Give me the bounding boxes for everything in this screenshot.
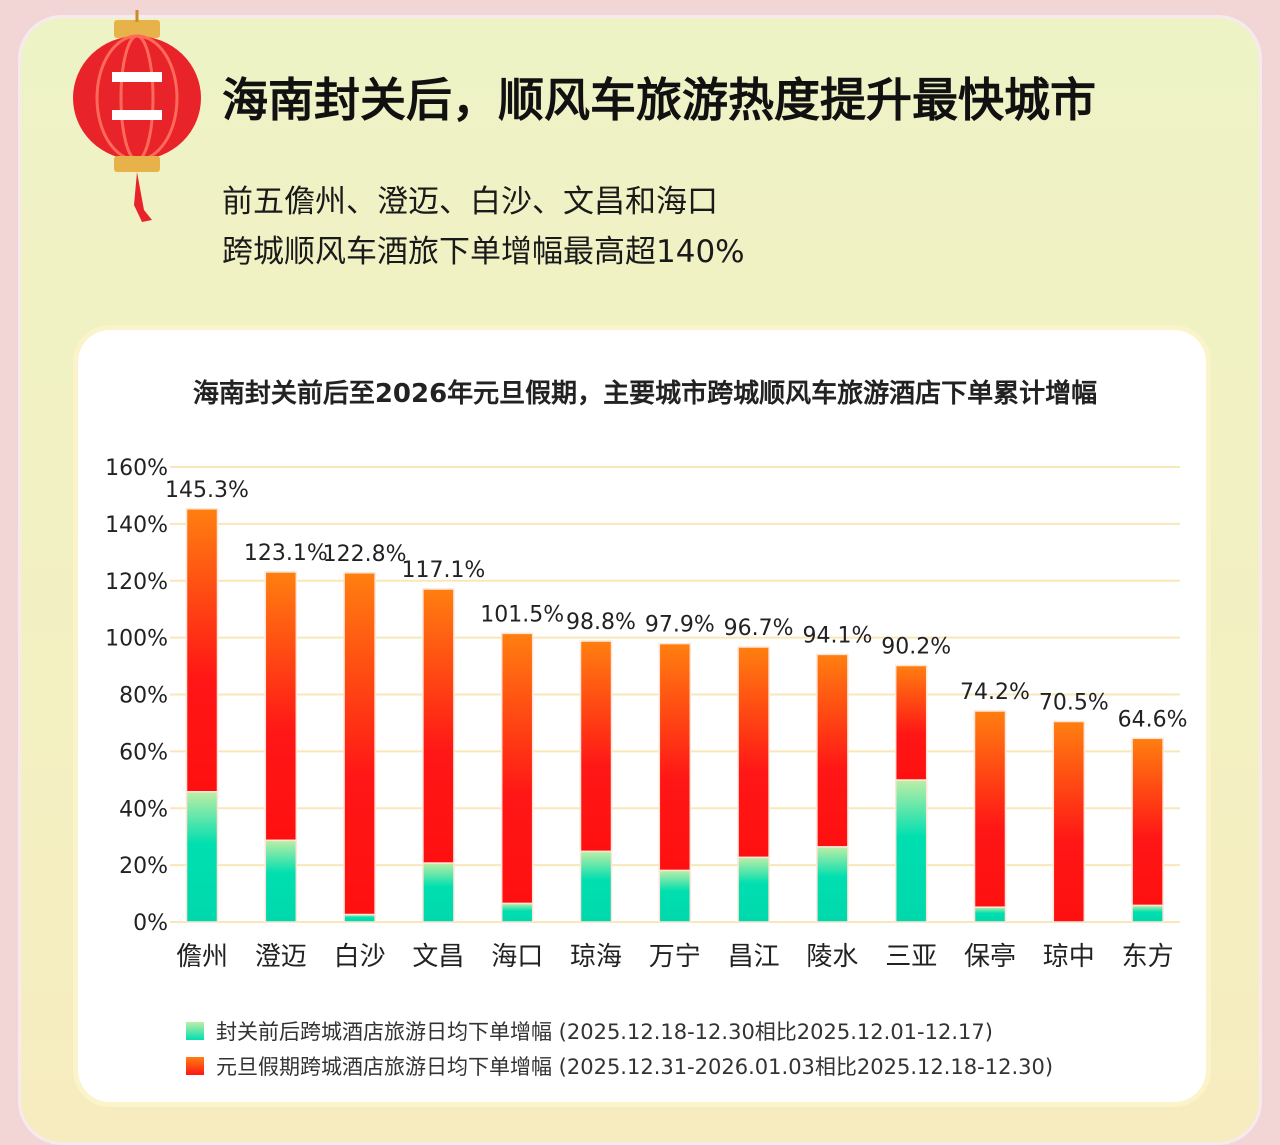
bar-segment-pre-closure: [264, 839, 298, 923]
bar-segment-new-year: [264, 571, 298, 842]
x-tick-label: 东方: [1122, 942, 1174, 972]
bar-segment-new-year: [737, 646, 770, 859]
bar-segment-pre-closure: [894, 779, 928, 923]
bar-segment-new-year: [579, 640, 613, 853]
y-tick-label: 120%: [105, 570, 168, 595]
x-tick-label: 琼海: [570, 942, 622, 972]
x-tick-label: 白沙: [334, 942, 386, 972]
bar-segment-pre-closure: [579, 850, 613, 923]
data-label: 64.6%: [1118, 707, 1188, 732]
x-tick-label: 文昌: [412, 942, 464, 972]
legend-swatch-red: [186, 1057, 204, 1075]
data-label: 145.3%: [165, 478, 249, 503]
bar-segment-new-year: [973, 710, 1007, 908]
x-tick-label: 儋州: [176, 942, 228, 972]
x-tick-label: 陵水: [806, 942, 858, 972]
bar-segment-new-year: [816, 653, 849, 848]
subtitle-line-1: 前五儋州、澄迈、白沙、文昌和海口: [222, 184, 718, 220]
chart-title: 海南封关前后至2026年元旦假期，主要城市跨城顺风车旅游酒店下单累计增幅: [192, 379, 1098, 409]
x-tick-label: 三亚: [885, 942, 937, 972]
bar-segment-new-year: [658, 642, 692, 872]
legend-label: 元旦假期跨城酒店旅游日均下单增幅 (2025.12.31-2026.01.03相…: [216, 1055, 1054, 1079]
data-label: 70.5%: [1039, 691, 1109, 716]
lantern-icon: [73, 10, 201, 222]
bar-segment-new-year: [1131, 737, 1164, 907]
y-tick-label: 100%: [105, 627, 168, 652]
bar-segment-pre-closure: [658, 869, 692, 923]
bar-segment-pre-closure: [500, 902, 534, 923]
data-label: 74.2%: [960, 680, 1030, 705]
y-tick-label: 40%: [119, 797, 168, 822]
y-tick-label: 140%: [105, 513, 168, 538]
x-tick-label: 海口: [491, 942, 543, 972]
bar-segment-pre-closure: [185, 791, 219, 923]
x-tick-label: 澄迈: [255, 942, 307, 972]
data-label: 101.5%: [480, 602, 564, 627]
bar-segment-pre-closure: [816, 846, 849, 923]
subtitle-line-2: 跨城顺风车酒旅下单增幅最高超140%: [222, 234, 745, 270]
y-tick-label: 20%: [119, 854, 168, 879]
y-tick-label: 0%: [133, 911, 168, 936]
data-label: 94.1%: [802, 623, 872, 648]
y-tick-label: 160%: [105, 456, 168, 481]
bar-segment-new-year: [185, 508, 219, 793]
data-label: 96.7%: [724, 616, 794, 641]
legend-item-pre-closure: 封关前后跨城酒店旅游日均下单增幅 (2025.12.18-12.30相比2025…: [186, 1016, 993, 1046]
stacked-bar-chart: 0% 20% 40% 60% 80% 100% 120% 140% 160%145.3% 儋州 12…: [105, 456, 1188, 972]
y-tick-label: 80%: [119, 684, 168, 709]
bar-segment-new-year: [343, 572, 376, 916]
data-label: 97.9%: [645, 613, 715, 638]
data-label: 90.2%: [881, 634, 951, 659]
y-tick-label: 60%: [119, 740, 168, 765]
bar-segment-pre-closure: [343, 913, 376, 923]
bar-segment-pre-closure: [422, 862, 455, 923]
data-label: 98.8%: [566, 610, 636, 635]
legend-label: 封关前后跨城酒店旅游日均下单增幅 (2025.12.18-12.30相比2025…: [216, 1020, 993, 1044]
x-tick-label: 万宁: [649, 942, 701, 972]
bar-segment-pre-closure: [737, 856, 770, 923]
bar-segment-pre-closure: [973, 906, 1007, 923]
x-tick-label: 保亭: [964, 942, 1016, 972]
bar-segment-new-year: [894, 664, 928, 781]
x-tick-label: 琼中: [1043, 942, 1095, 972]
bar-segment-pre-closure: [1131, 904, 1164, 923]
bar-segment-new-year: [422, 588, 455, 864]
data-label: 122.8%: [323, 542, 407, 567]
poster-title: 海南封关后，顺风车旅游热度提升最快城市: [222, 73, 1096, 127]
data-label: 117.1%: [401, 558, 485, 583]
data-label: 123.1%: [244, 541, 328, 566]
legend-item-new-year: 元旦假期跨城酒店旅游日均下单增幅 (2025.12.31-2026.01.03相…: [186, 1051, 1053, 1081]
bar-segment-new-year: [1052, 720, 1086, 923]
x-tick-label: 昌江: [728, 942, 780, 972]
bar-segment-new-year: [500, 632, 534, 905]
legend-swatch-green: [186, 1022, 204, 1040]
